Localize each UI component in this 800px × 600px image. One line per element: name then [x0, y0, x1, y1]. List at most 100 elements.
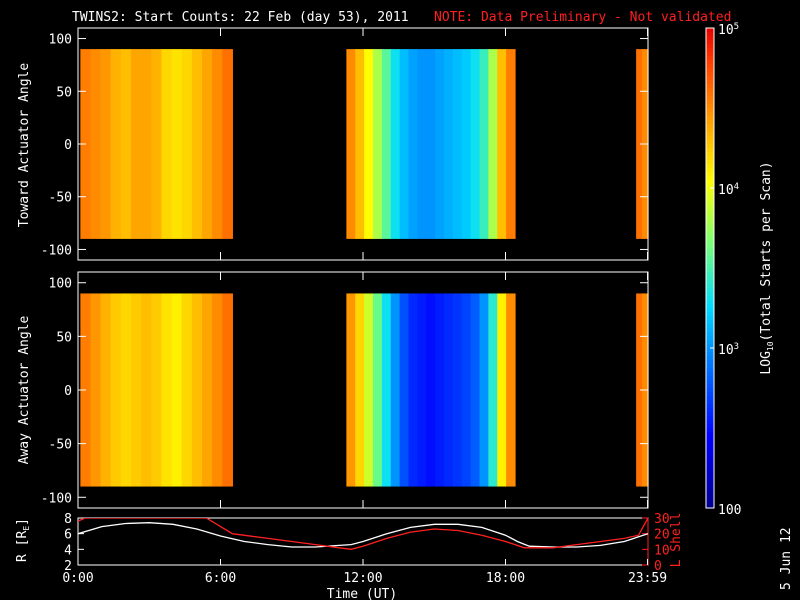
colorbar-cell [706, 116, 714, 121]
heatmap-cell [497, 49, 507, 239]
heatmap-cell [90, 293, 102, 487]
heatmap-cell [636, 49, 643, 239]
colorbar-cell [706, 220, 714, 225]
colorbar-cell [706, 92, 714, 97]
heatmap-cell [161, 293, 173, 487]
heatmap-cell [346, 293, 356, 487]
colorbar-cell [706, 180, 714, 185]
colorbar-cell [706, 152, 714, 157]
colorbar-cell [706, 328, 714, 333]
colorbar-cell [706, 200, 714, 205]
heatmap-cell [151, 49, 163, 239]
heatmap-cell [497, 293, 507, 487]
colorbar-cell [706, 344, 714, 349]
r-tick-label: 8 [64, 512, 72, 527]
colorbar-cell [706, 500, 714, 505]
colorbar-label: LOG10(Total Starts per Scan) [759, 161, 775, 374]
colorbar-cell [706, 208, 714, 213]
colorbar-cell [706, 404, 714, 409]
x-tick-label: 23:59 [628, 571, 667, 586]
colorbar-cell [706, 380, 714, 385]
colorbar-cell [706, 120, 714, 125]
colorbar-cell [706, 248, 714, 253]
colorbar-cell [706, 72, 714, 77]
away-angle-panel: -100 -50 0 50 100 [41, 271, 649, 509]
r-tick-label: 4 [64, 543, 72, 558]
colorbar-cell [706, 352, 714, 357]
l-shell-ylabel: L Shell [669, 513, 684, 568]
colorbar-cell [706, 484, 714, 489]
heatmap-cell [636, 293, 643, 487]
r-tick-label: 2 [64, 559, 72, 574]
heatmap-cell [161, 49, 173, 239]
colorbar-cell [706, 388, 714, 393]
heatmap-cell [181, 293, 193, 487]
colorbar-cell [706, 468, 714, 473]
toward-angle-panel: -100 -50 0 50 100 [41, 27, 649, 261]
heatmap-cell [355, 49, 365, 239]
colorbar-cell [706, 288, 714, 293]
r-series-line [78, 522, 648, 548]
colorbar-cell [706, 224, 714, 229]
colorbar-cell [706, 400, 714, 405]
colorbar-cell [706, 108, 714, 113]
colorbar-cell [706, 56, 714, 61]
heatmap-cell [364, 49, 374, 239]
colorbar-cell [706, 136, 714, 141]
colorbar-cell [706, 176, 714, 181]
colorbar-cell [706, 144, 714, 149]
colorbar-cell [706, 112, 714, 117]
colorbar-cell [706, 192, 714, 197]
heatmap-cell [201, 293, 213, 487]
heatmap-cell [435, 49, 445, 239]
heatmap-cell [488, 293, 498, 487]
heatmap-cell [408, 49, 418, 239]
heatmap-cell [426, 293, 436, 487]
heatmap-cell [346, 49, 356, 239]
colorbar-cell [706, 140, 714, 145]
colorbar-cell [706, 280, 714, 285]
heatmap-cell [461, 49, 472, 239]
x-axis-label: Time (UT) [327, 587, 397, 600]
colorbar-cell [706, 268, 714, 273]
colorbar-cell [706, 416, 714, 421]
heatmap-cell [417, 293, 427, 487]
colorbar-cell [706, 440, 714, 445]
heatmap-cell [470, 293, 481, 487]
colorbar-cell [706, 444, 714, 449]
colorbar-cell [706, 300, 714, 305]
heatmap-cell [488, 49, 498, 239]
l-shell-series-line [78, 518, 648, 550]
colorbar-cell [706, 464, 714, 469]
colorbar-cell [706, 36, 714, 41]
away-angle-ylabel: Away Actuator Angle [17, 315, 32, 464]
heatmap-cell [141, 293, 152, 487]
colorbar-cell [706, 316, 714, 321]
l-shell-tick-label: 30 [654, 512, 670, 527]
colorbar-cell [706, 320, 714, 325]
heatmap-cell [444, 293, 454, 487]
heatmap-cell [506, 293, 516, 487]
colorbar-cell [706, 212, 714, 217]
colorbar-cell [706, 420, 714, 425]
colorbar-cell [706, 360, 714, 365]
colorbar-cell [706, 128, 714, 133]
colorbar-cell [706, 104, 714, 109]
colorbar-cell [706, 160, 714, 165]
heatmap-cell [212, 293, 223, 487]
x-tick-label: 0:00 [62, 571, 93, 586]
colorbar-cell [706, 304, 714, 309]
colorbar-cell [706, 196, 714, 201]
heatmap-cell [100, 293, 112, 487]
heatmap-cell [452, 293, 463, 487]
colorbar-cell [706, 80, 714, 85]
heatmap-cell [100, 49, 112, 239]
colorbar-cell [706, 148, 714, 153]
colorbar-cell [706, 488, 714, 493]
colorbar-cell [706, 84, 714, 89]
heatmap-cell [151, 293, 163, 487]
colorbar-cell [706, 376, 714, 381]
heatmap-cell [90, 49, 102, 239]
